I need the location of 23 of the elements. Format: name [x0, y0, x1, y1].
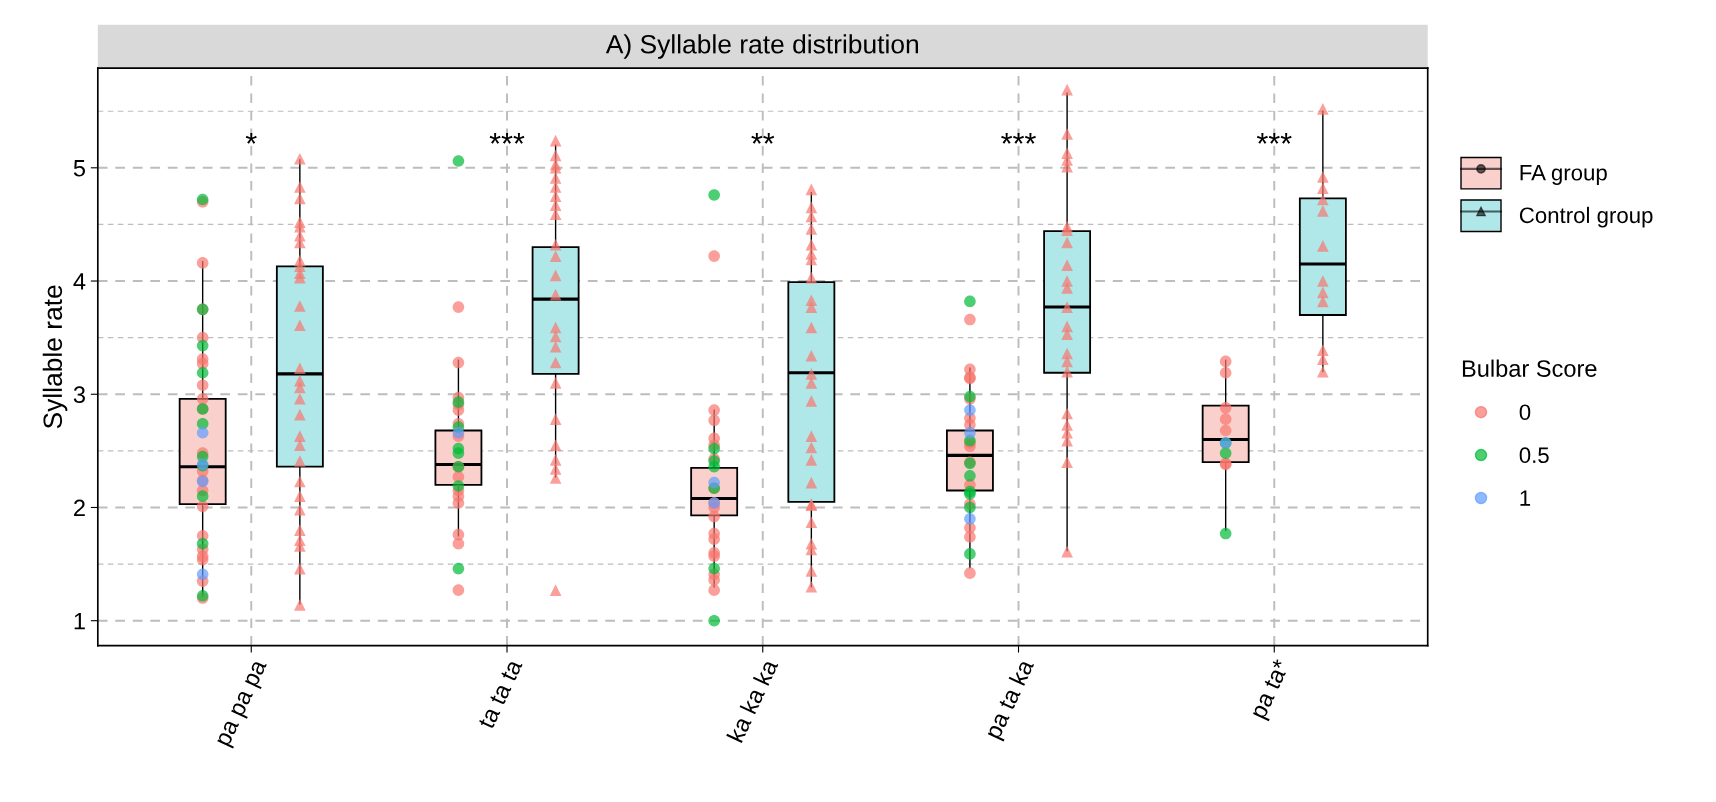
- x-tick-label: ta ta ta: [478, 658, 523, 730]
- chart-title: A) Syllable rate distribution: [605, 34, 918, 59]
- legend-label: FA group: [1520, 165, 1607, 185]
- y-axis-title: Syllable rate: [42, 285, 68, 429]
- y-tick-label: 2: [74, 499, 85, 517]
- annotation: *: [245, 133, 257, 144]
- y-tick-label: 3: [73, 386, 85, 404]
- y-tick-label: 1: [74, 613, 85, 630]
- legend-label: 0.5: [1519, 447, 1549, 464]
- legend-label: 0: [1519, 404, 1531, 421]
- y-tick-label: 4: [73, 273, 86, 290]
- x-tick-label: pa ta*: [1249, 658, 1295, 722]
- x-tick-label: pa pa pa: [217, 659, 272, 749]
- x-tick-label: pa ta ka: [983, 657, 1039, 742]
- legend-title: Bulbar Score: [1462, 359, 1597, 377]
- x-tick-label: ka ka ka: [726, 657, 779, 743]
- annotation: ***: [1256, 133, 1292, 144]
- y-tick-label: 5: [73, 160, 86, 177]
- annotation: ***: [489, 133, 525, 144]
- legend-label: 1: [1520, 490, 1531, 506]
- annotation: **: [751, 133, 775, 144]
- legend-label: Control group: [1519, 206, 1653, 228]
- annotation: ***: [1001, 133, 1036, 144]
